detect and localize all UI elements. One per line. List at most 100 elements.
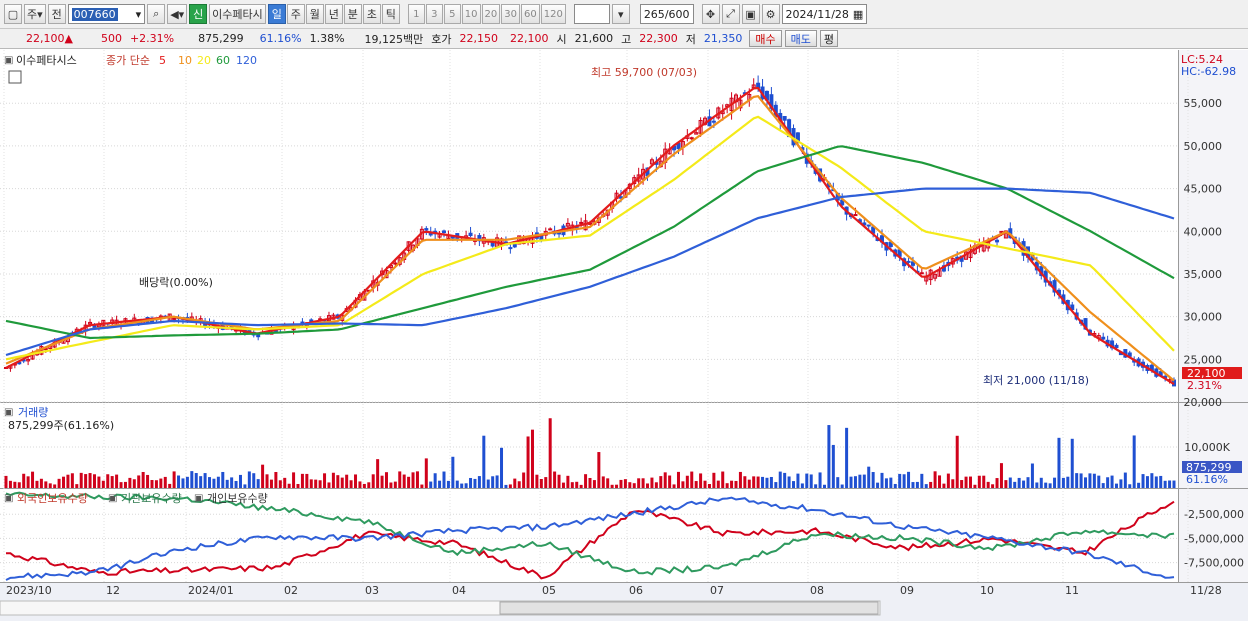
last-price-box <box>1182 367 1242 379</box>
interval-tab-60[interactable]: 60 <box>520 4 540 24</box>
x-tick-label: 03 <box>365 584 379 597</box>
volume-bar <box>800 483 804 488</box>
search-icon[interactable]: ⌕ <box>147 4 166 24</box>
volume-bar <box>411 472 415 488</box>
volume-bar <box>469 477 473 488</box>
interval-tab-120[interactable]: 120 <box>540 4 566 24</box>
candle-body <box>694 132 699 135</box>
volume-bar <box>1061 477 1065 488</box>
volume-bar <box>694 481 698 488</box>
date-input[interactable]: 2024/11/28 ▦ <box>781 4 868 24</box>
gear-icon[interactable]: ⚙ <box>761 4 780 24</box>
volume-bar <box>318 480 322 488</box>
last-volume-pct: 61.16% <box>1186 473 1228 486</box>
volume-bar <box>721 471 725 488</box>
volume-bar <box>420 484 424 488</box>
low-label: 저 <box>685 32 696 46</box>
prev-button[interactable]: 전 <box>47 4 66 24</box>
save-icon[interactable]: ▣ <box>741 4 760 24</box>
interval-tab-5[interactable]: 5 <box>443 4 461 24</box>
volume-bar <box>159 478 163 488</box>
volume-bar <box>831 444 835 488</box>
interval-tab-1[interactable]: 1 <box>407 4 425 24</box>
volume-bar <box>734 480 738 488</box>
candle-body <box>649 159 654 165</box>
volume-bar <box>84 474 88 488</box>
volume-bar <box>429 481 433 488</box>
volume-bar <box>451 456 455 488</box>
sell-button[interactable]: 매도 <box>784 30 817 47</box>
period-tab-2[interactable]: 월 <box>305 4 324 24</box>
view-count-input[interactable]: 265/600 <box>639 4 694 24</box>
legend-item: 10 <box>178 54 192 67</box>
high-price: 22,300 <box>639 32 678 45</box>
period-tab-1[interactable]: 주 <box>286 4 305 24</box>
volume-bar <box>407 476 411 488</box>
ma-20-line <box>5 115 1175 361</box>
volume-bar <box>57 478 61 488</box>
volume-bar <box>62 476 66 488</box>
period-select[interactable]: 주 ▾ <box>24 4 46 24</box>
volume-bar <box>44 481 48 488</box>
holdings-legend-icon: ▣ <box>108 493 117 504</box>
interval-tab-10[interactable]: 10 <box>461 4 481 24</box>
volume-bar <box>995 478 999 488</box>
volume-bar <box>778 471 782 488</box>
buy-button[interactable]: 매수 <box>749 30 782 47</box>
volume-bar <box>358 481 362 488</box>
volume-bar <box>548 418 552 488</box>
volume-bar <box>685 475 689 488</box>
volume-bar <box>243 484 247 488</box>
period-tab-3[interactable]: 년 <box>324 4 343 24</box>
interval-tab-30[interactable]: 30 <box>501 4 520 24</box>
volume-bar <box>354 474 358 488</box>
stock-code-input[interactable]: 007660 ▾ <box>67 4 146 24</box>
period-tab-4[interactable]: 분 <box>343 4 362 24</box>
period-tab-5[interactable]: 초 <box>362 4 381 24</box>
volume-bar <box>323 473 327 488</box>
price-tick-label: 20,000 <box>1184 396 1223 409</box>
turnover-rate: 1.38% <box>309 32 345 45</box>
window-icon[interactable]: ▢ <box>4 4 22 24</box>
crosshair-icon[interactable]: ✥ <box>701 4 720 24</box>
volume-bar <box>486 479 490 488</box>
volume-bar <box>862 474 866 488</box>
date-value: 2024/11/28 <box>785 7 849 21</box>
volume-bar <box>1035 482 1039 488</box>
open-price: 21,600 <box>574 32 614 45</box>
volume-bar <box>508 484 512 488</box>
volume-bar <box>13 481 17 488</box>
volume-bar <box>973 484 977 488</box>
interval-tab-20[interactable]: 20 <box>481 4 501 24</box>
volume-bar <box>1168 480 1172 488</box>
interval-dropdown-icon[interactable]: ▾ <box>611 4 630 24</box>
volume-bar <box>309 479 313 488</box>
price-change: 500 <box>100 32 122 45</box>
interval-input[interactable] <box>573 4 610 24</box>
period-tab-0[interactable]: 일 <box>267 4 286 24</box>
volume-subtitle: 875,299주(61.16%) <box>8 419 114 432</box>
volume-bar <box>999 463 1003 488</box>
interval-tab-3[interactable]: 3 <box>425 4 443 24</box>
volume-bar <box>663 472 667 488</box>
volume-bar <box>362 483 366 488</box>
price-tick-label: 25,000 <box>1184 353 1223 366</box>
speaker-icon[interactable]: ◀▾ <box>167 4 188 24</box>
eval-button[interactable]: 평 <box>819 30 839 47</box>
period-tab-6[interactable]: 틱 <box>381 4 400 24</box>
volume-bar <box>216 476 220 488</box>
volume-tick-label: 10,000K <box>1184 441 1230 454</box>
current-price: 22,100▲ <box>26 32 73 45</box>
dividend-annotation: 배당락(0.00%) <box>139 276 213 289</box>
volume-bar <box>1004 480 1008 488</box>
volume-bar <box>1141 474 1145 488</box>
volume-bar <box>579 484 583 488</box>
holdings-tick-label: -2,500,000 <box>1184 508 1244 521</box>
volume-bar <box>185 476 189 488</box>
volume-bar <box>371 474 375 488</box>
chart-tool-icon[interactable]: ⤢ <box>721 4 740 24</box>
price-tick-label: 50,000 <box>1184 140 1223 153</box>
volume-bar <box>137 475 141 488</box>
volume-bar <box>1057 437 1061 488</box>
